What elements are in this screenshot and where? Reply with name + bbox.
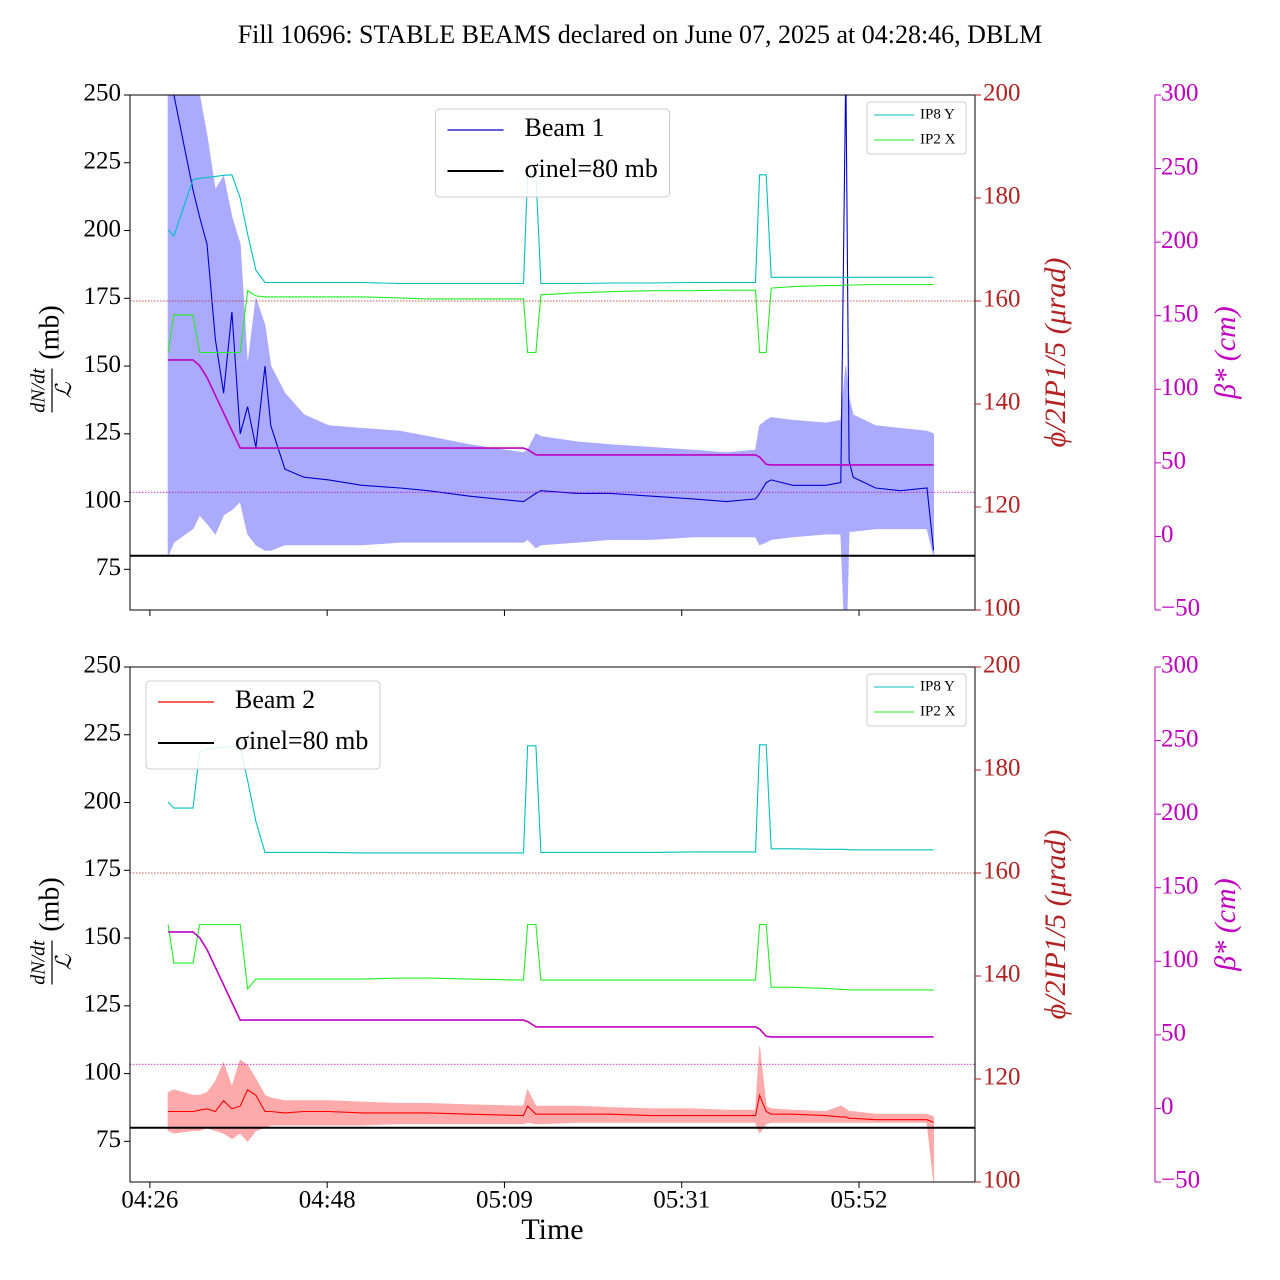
y2-tick-label: 180 — [983, 755, 1021, 782]
y2-tick-label: 120 — [983, 492, 1021, 519]
y3-tick-label: 100 — [1161, 946, 1199, 973]
y3-tick-label: 200 — [1161, 227, 1199, 254]
series-line — [167, 283, 934, 354]
series-line — [168, 1088, 934, 1123]
y-tick-label: 100 — [84, 486, 122, 513]
y3-tick-label: 0 — [1161, 1093, 1174, 1120]
series-line — [167, 923, 934, 991]
y2-tick-label: 120 — [983, 1064, 1021, 1091]
y3-tick-label: 250 — [1161, 725, 1199, 752]
y-tick-label: 175 — [84, 283, 122, 310]
x-tick-label: 04:48 — [299, 1187, 356, 1214]
y-tick-label: 250 — [84, 80, 122, 107]
y3-tick-label: 200 — [1161, 799, 1199, 826]
y-tick-label: 125 — [84, 419, 122, 446]
y-label-denominator: ℒ — [51, 381, 76, 398]
legend-label: σinel=80 mb — [235, 726, 368, 755]
y3-tick-label: −50 — [1161, 1167, 1200, 1194]
y3-axis-label: β* (cm) — [1209, 306, 1242, 399]
y3-tick-label: 150 — [1161, 300, 1199, 327]
x-tick-label: 04:26 — [121, 1187, 178, 1214]
legend-box — [435, 108, 670, 198]
y-axis-label: (mb) dN/dt ℒ — [28, 877, 76, 984]
x-tick-label: 05:31 — [653, 1187, 710, 1214]
y3-tick-label: 150 — [1161, 872, 1199, 899]
series-line — [168, 931, 934, 1038]
y-tick-label: 200 — [84, 215, 122, 242]
y-tick-label: 75 — [96, 1126, 121, 1153]
y2-tick-label: 180 — [983, 183, 1021, 210]
plot-area — [130, 95, 975, 610]
x-axis-label: Time — [521, 1213, 583, 1246]
y-tick-label: 125 — [84, 991, 122, 1018]
x-tick-label: 05:52 — [831, 1187, 888, 1214]
y-label-numerator: dN/dt — [28, 368, 50, 413]
y3-tick-label: 300 — [1161, 80, 1199, 107]
y2-tick-label: 160 — [983, 858, 1021, 885]
y-label-denominator: ℒ — [51, 953, 76, 970]
plot-frame — [129, 666, 976, 1183]
plot-area — [130, 744, 975, 1182]
y-tick-label: 100 — [84, 1058, 122, 1085]
legend2-label: IP2 X — [920, 703, 956, 719]
y3-tick-label: 250 — [1161, 153, 1199, 180]
y2-tick-label: 100 — [983, 595, 1021, 622]
y2-tick-label: 100 — [983, 1167, 1021, 1194]
legend2-label: IP8 Y — [920, 678, 955, 694]
legend-label: σinel=80 mb — [525, 154, 658, 183]
series-line — [173, 95, 935, 551]
y3-tick-label: 50 — [1161, 1020, 1186, 1047]
y-tick-label: 150 — [84, 351, 122, 378]
y2-tick-label: 200 — [983, 652, 1021, 679]
y2-tick-label: 140 — [983, 961, 1021, 988]
y2-tick-label: 160 — [983, 286, 1021, 313]
y-label-unit: (mb) — [34, 877, 65, 931]
y2-tick-label: 200 — [983, 80, 1021, 107]
y-tick-label: 225 — [84, 147, 122, 174]
y-tick-label: 150 — [84, 923, 122, 950]
y-tick-label: 250 — [84, 652, 122, 679]
figure-title: Fill 10696: STABLE BEAMS declared on Jun… — [238, 20, 1043, 49]
y-axis-label: (mb) dN/dt ℒ — [28, 305, 76, 412]
y2-tick-label: 140 — [983, 389, 1021, 416]
legend-label: Beam 2 — [235, 685, 315, 714]
legend2-label: IP2 X — [920, 131, 956, 147]
y3-tick-label: 300 — [1161, 652, 1199, 679]
legend-label: Beam 1 — [525, 113, 605, 142]
y-tick-label: 200 — [84, 787, 122, 814]
y3-tick-label: 50 — [1161, 448, 1186, 475]
series-line — [168, 359, 934, 466]
y3-tick-label: 0 — [1161, 521, 1174, 548]
y2-axis-label: ϕ/2IP1/5 (μrad) — [1039, 830, 1072, 1020]
legend2-label: IP8 Y — [920, 106, 955, 122]
y3-tick-label: 100 — [1161, 374, 1199, 401]
y-label-numerator: dN/dt — [28, 940, 50, 985]
y3-tick-label: −50 — [1161, 595, 1200, 622]
x-tick-label: 05:09 — [476, 1187, 533, 1214]
y2-axis-label: ϕ/2IP1/5 (μrad) — [1039, 258, 1072, 448]
y-label-unit: (mb) — [34, 305, 65, 359]
y-tick-label: 175 — [84, 855, 122, 882]
y-tick-label: 75 — [96, 554, 121, 581]
legend-box — [145, 680, 381, 770]
plot-frame — [129, 94, 976, 611]
y-tick-label: 225 — [84, 719, 122, 746]
y3-axis-label: β* (cm) — [1209, 878, 1242, 971]
